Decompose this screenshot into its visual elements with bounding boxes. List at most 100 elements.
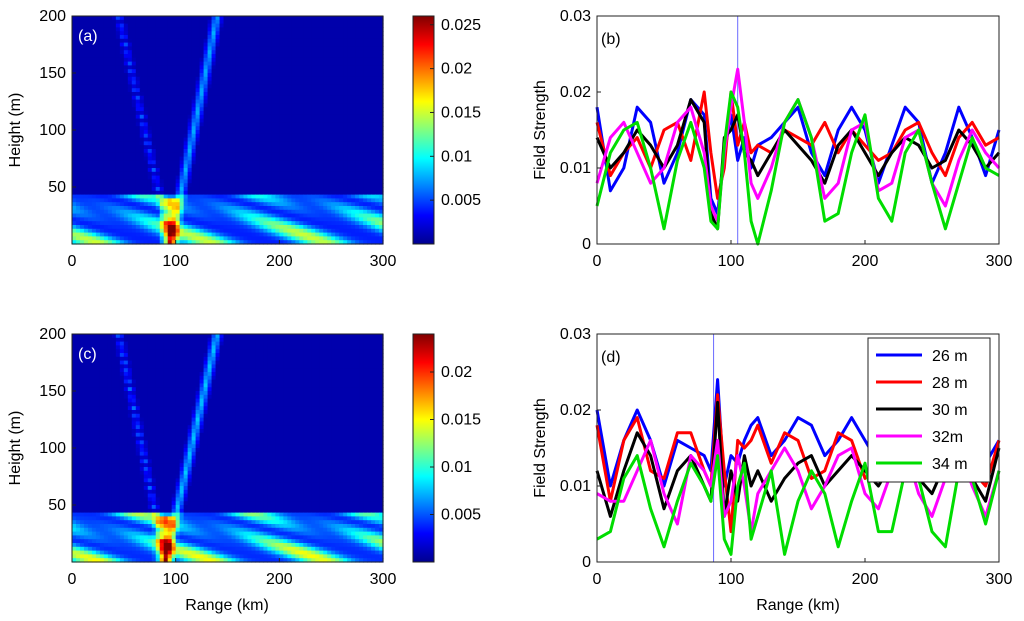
heatmap-cell	[115, 99, 121, 104]
heatmap-cell	[155, 114, 161, 120]
heatmap-cell	[307, 334, 312, 339]
heatmap-cell	[327, 84, 332, 89]
heatmap-cell	[315, 65, 320, 70]
heatmap-cell	[259, 221, 264, 226]
heatmap-cell	[175, 179, 181, 184]
heatmap-cell	[75, 337, 81, 343]
heatmap-cell	[351, 225, 356, 230]
heatmap-cell	[135, 240, 141, 245]
heatmap-cell	[187, 23, 193, 28]
heatmap-cell	[335, 50, 340, 55]
heatmap-cell	[103, 202, 109, 207]
heatmap-cell	[199, 164, 205, 169]
heatmap-cell	[275, 126, 280, 131]
heatmap-cell	[307, 133, 312, 139]
heatmap-cell	[295, 80, 300, 85]
heatmap-cell	[95, 130, 101, 135]
heatmap-cell	[375, 334, 380, 339]
heatmap-cell	[91, 183, 97, 188]
heatmap-cell	[351, 46, 356, 51]
heatmap-cell	[155, 118, 161, 123]
heatmap-cell	[267, 31, 272, 36]
heatmap-cell	[311, 152, 316, 158]
heatmap-cell	[175, 61, 181, 66]
heatmap-cell	[347, 156, 352, 161]
heatmap-cell	[379, 156, 384, 161]
heatmap-cell	[315, 73, 320, 78]
heatmap-cell	[287, 23, 292, 28]
heatmap-cell	[223, 103, 229, 108]
heatmap-cell	[87, 57, 93, 63]
heatmap-cell	[343, 61, 348, 66]
heatmap-cell	[279, 175, 284, 180]
heatmap-cell	[251, 206, 257, 211]
heatmap-cell	[151, 88, 157, 93]
heatmap-cell	[139, 57, 145, 63]
heatmap-cell	[83, 130, 89, 135]
heatmap-cell	[167, 156, 173, 161]
heatmap-cell	[123, 122, 129, 127]
heatmap-cell	[72, 65, 77, 70]
heatmap-cell	[187, 99, 193, 104]
heatmap-cell	[107, 236, 113, 241]
heatmap-cell	[99, 334, 105, 339]
heatmap-cell	[355, 133, 360, 139]
heatmap-cell	[235, 183, 241, 188]
heatmap-cell	[199, 19, 205, 25]
heatmap-cell	[287, 225, 292, 230]
heatmap-cell	[235, 240, 241, 245]
heatmap-cell	[291, 217, 296, 222]
heatmap-cell	[359, 114, 364, 120]
heatmap-cell	[375, 179, 380, 184]
heatmap-cell	[175, 202, 181, 207]
heatmap-cell	[95, 35, 101, 40]
heatmap-cell	[355, 156, 360, 161]
heatmap-cell	[131, 114, 137, 120]
heatmap-cell	[303, 217, 308, 222]
heatmap-cell	[215, 171, 221, 177]
heatmap-cell	[287, 341, 292, 346]
heatmap-cell	[91, 54, 97, 59]
heatmap-cell	[263, 92, 268, 97]
heatmap-cell	[107, 187, 113, 192]
heatmap-cell	[135, 42, 141, 47]
heatmap-cell	[231, 236, 237, 241]
heatmap-cell	[379, 80, 384, 85]
heatmap-cell	[103, 236, 109, 241]
heatmap-cell	[171, 103, 177, 108]
heatmap-cell	[167, 95, 173, 101]
heatmap-cell	[303, 236, 308, 241]
heatmap-cell	[259, 334, 264, 339]
heatmap-cell	[375, 118, 380, 123]
heatmap-cell	[135, 179, 141, 184]
heatmap-cell	[271, 27, 276, 32]
heatmap-cell	[231, 341, 237, 346]
heatmap-cell	[279, 50, 284, 55]
heatmap-cell	[279, 183, 284, 188]
heatmap-cell	[219, 175, 225, 180]
heatmap-cell	[131, 232, 137, 237]
panel-b-frame	[596, 15, 1000, 245]
heatmap-cell	[375, 114, 380, 120]
heatmap-cell	[251, 183, 257, 188]
heatmap-cell	[315, 202, 320, 207]
heatmap-cell	[183, 164, 189, 169]
heatmap-cell	[155, 156, 161, 161]
heatmap-cell	[115, 42, 121, 47]
heatmap-cell	[375, 95, 380, 101]
heatmap-cell	[335, 194, 340, 199]
heatmap-cell	[127, 16, 133, 21]
heatmap-cell	[243, 149, 249, 154]
heatmap-cell	[283, 42, 288, 47]
heatmap-cell	[339, 46, 344, 51]
heatmap-cell	[123, 179, 129, 184]
heatmap-cell	[247, 137, 253, 142]
heatmap-cell	[323, 130, 328, 135]
heatmap-cell	[379, 228, 384, 234]
heatmap-cell	[115, 179, 121, 184]
heatmap-cell	[307, 198, 312, 203]
heatmap-cell	[83, 198, 89, 203]
heatmap-cell	[219, 61, 225, 66]
heatmap-cell	[299, 69, 304, 74]
heatmap-cell	[295, 122, 300, 127]
